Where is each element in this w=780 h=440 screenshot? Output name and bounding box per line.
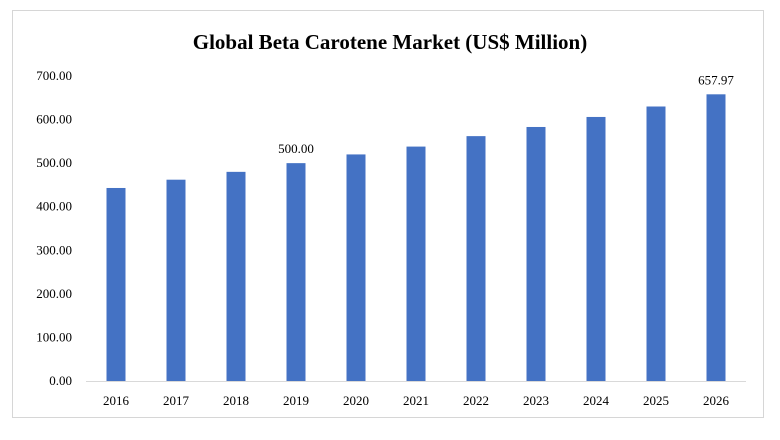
y-tick-label: 0.00	[49, 373, 72, 388]
bar-2018	[226, 171, 246, 381]
x-tick-label: 2024	[583, 393, 610, 408]
x-tick-label: 2019	[283, 393, 309, 408]
x-tick-label: 2018	[223, 393, 249, 408]
bar-2021	[406, 146, 426, 381]
data-label-2019: 500.00	[278, 141, 314, 156]
bar-2016	[106, 187, 126, 381]
bar-2023	[526, 126, 546, 381]
data-label-2026: 657.97	[698, 72, 734, 87]
bar-2025	[646, 106, 666, 381]
x-tick-label: 2016	[103, 393, 130, 408]
y-axis-tick-labels: 0.00 100.00 200.00 300.00 400.00 500.00 600.00…	[36, 68, 72, 388]
x-tick-label: 2025	[643, 393, 669, 408]
y-tick-label: 400.00	[36, 199, 72, 214]
bar-2026	[706, 94, 726, 381]
y-tick-label: 500.00	[36, 155, 72, 170]
bar-2024	[586, 116, 606, 381]
chart-title: Global Beta Carotene Market (US$ Million…	[192, 30, 588, 54]
bar-2020	[346, 154, 366, 381]
bars	[106, 94, 726, 381]
y-tick-label: 700.00	[36, 68, 72, 83]
y-tick-label: 300.00	[36, 242, 72, 257]
bar-2017	[166, 179, 186, 381]
x-tick-label: 2023	[523, 393, 549, 408]
data-labels: 500.00 657.97	[278, 72, 734, 156]
x-tick-label: 2022	[463, 393, 489, 408]
chart-frame	[12, 10, 764, 418]
y-tick-label: 100.00	[36, 329, 72, 344]
y-tick-label: 200.00	[36, 286, 72, 301]
x-tick-label: 2021	[403, 393, 429, 408]
x-tick-label: 2020	[343, 393, 369, 408]
x-tick-label: 2026	[703, 393, 730, 408]
y-tick-label: 600.00	[36, 112, 72, 127]
bar-2022	[466, 136, 486, 381]
x-tick-label: 2017	[163, 393, 190, 408]
x-axis-tick-labels: 2016 2017 2018 2019 2020 2021 2022 2023 2024 2025…	[103, 393, 730, 408]
bar-2019	[286, 163, 306, 381]
